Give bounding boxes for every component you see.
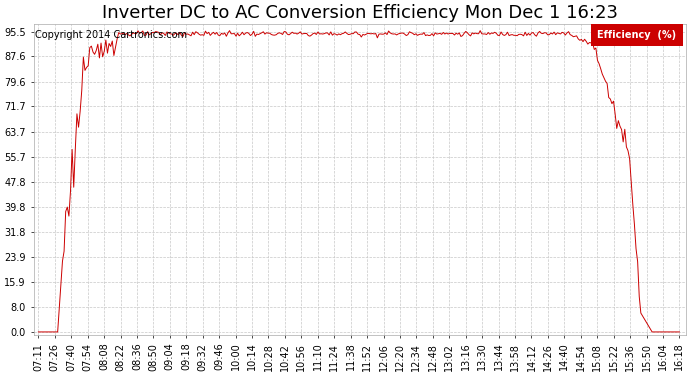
Text: Copyright 2014 Cartronics.com: Copyright 2014 Cartronics.com bbox=[35, 30, 187, 40]
Title: Inverter DC to AC Conversion Efficiency Mon Dec 1 16:23: Inverter DC to AC Conversion Efficiency … bbox=[101, 4, 618, 22]
